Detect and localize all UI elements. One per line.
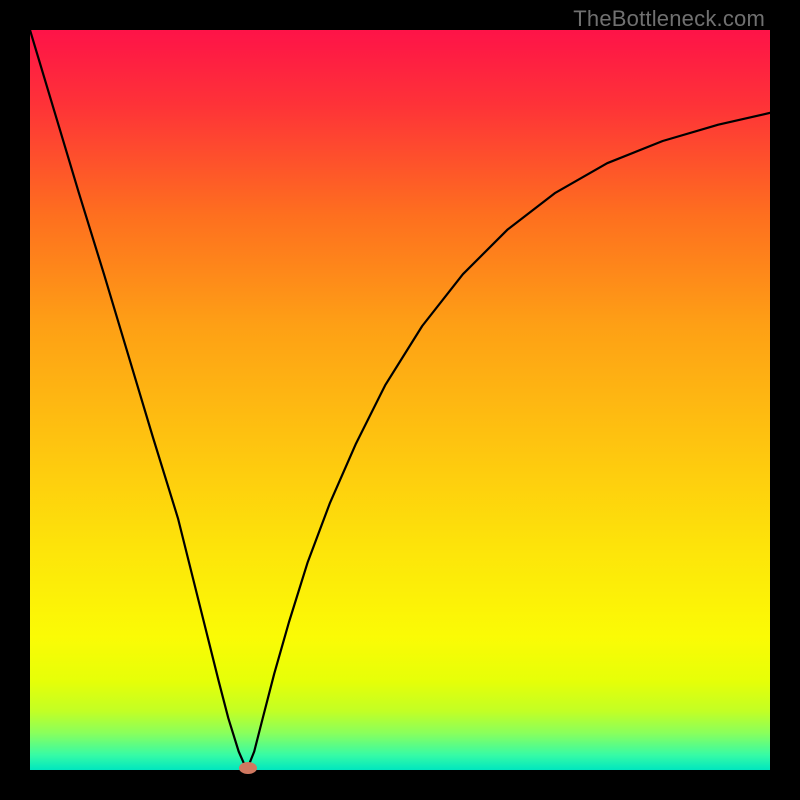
watermark-text: TheBottleneck.com — [573, 6, 765, 32]
bottleneck-curve — [30, 30, 770, 770]
chart-frame: TheBottleneck.com — [0, 0, 800, 800]
plot-area — [30, 30, 770, 770]
optimum-marker — [239, 762, 257, 774]
